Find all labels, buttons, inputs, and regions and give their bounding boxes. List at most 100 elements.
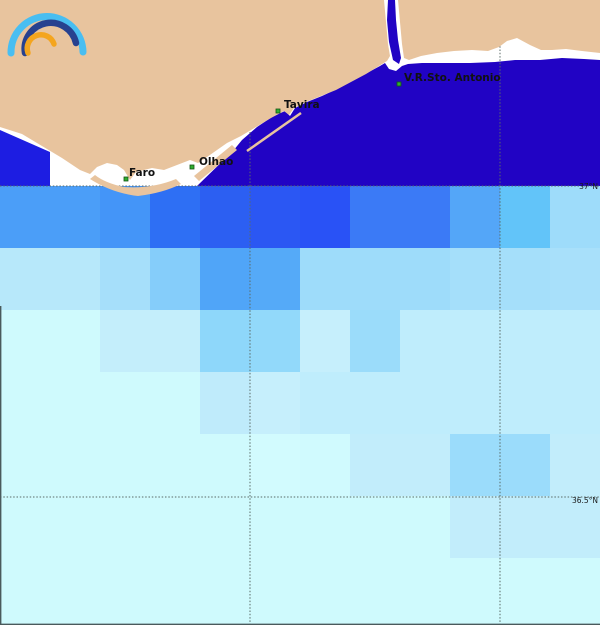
grid-cell[interactable]	[550, 496, 600, 558]
grid-cell[interactable]	[50, 434, 100, 496]
grid-cell[interactable]	[300, 310, 350, 372]
grid-cell[interactable]	[0, 186, 50, 248]
grid-cell[interactable]	[250, 248, 300, 310]
grid-cell[interactable]	[0, 434, 50, 496]
grid-cell[interactable]	[350, 186, 400, 248]
grid-cell[interactable]	[250, 372, 300, 434]
grid-cell[interactable]	[50, 558, 100, 625]
rainbow-logo	[7, 13, 87, 57]
city-marker-olhao[interactable]	[189, 164, 195, 170]
grid-cell[interactable]	[250, 186, 300, 248]
coastal-sea-band	[197, 58, 600, 186]
grid-cell[interactable]	[150, 434, 200, 496]
grid-cell[interactable]	[50, 496, 100, 558]
grid-cell[interactable]	[250, 434, 300, 496]
city-label-v-r-sto-antonio: V.R.Sto. Antonio	[404, 72, 501, 84]
grid-cell[interactable]	[100, 310, 150, 372]
grid-cell[interactable]	[500, 248, 550, 310]
grid-cell[interactable]	[50, 186, 100, 248]
grid-cell[interactable]	[150, 558, 200, 625]
grid-cell[interactable]	[150, 496, 200, 558]
city-marker-tavira[interactable]	[275, 108, 281, 114]
grid-cell[interactable]	[200, 434, 250, 496]
grid-cell[interactable]	[550, 372, 600, 434]
grid-cell[interactable]	[200, 372, 250, 434]
grid-cell[interactable]	[350, 496, 400, 558]
grid-cell[interactable]	[250, 310, 300, 372]
grid-cell[interactable]	[400, 558, 450, 625]
grid-cell[interactable]	[150, 186, 200, 248]
grid-cell[interactable]	[400, 372, 450, 434]
grid-cell[interactable]	[200, 496, 250, 558]
grid-cell[interactable]	[500, 558, 550, 625]
grid-cell[interactable]	[0, 372, 50, 434]
grid-cell[interactable]	[450, 496, 500, 558]
grid-cell[interactable]	[300, 372, 350, 434]
logo-arc-inner-icon	[24, 32, 57, 56]
grid-cell[interactable]	[350, 248, 400, 310]
grid-cell[interactable]	[300, 496, 350, 558]
grid-cell[interactable]	[0, 248, 50, 310]
grid-cell[interactable]	[100, 434, 150, 496]
grid-cell[interactable]	[400, 434, 450, 496]
grid-cell[interactable]	[450, 248, 500, 310]
latitude-labels: 37°N 36.5°N	[572, 182, 598, 505]
grid-cell[interactable]	[50, 310, 100, 372]
grid-cell[interactable]	[350, 558, 400, 625]
grid-cell[interactable]	[450, 310, 500, 372]
grid-cell[interactable]	[100, 248, 150, 310]
grid-cell-west-coastal[interactable]	[0, 130, 50, 186]
grid-cell[interactable]	[550, 558, 600, 625]
city-marker-faro[interactable]	[123, 176, 129, 182]
grid-cell[interactable]	[400, 496, 450, 558]
grid-cell[interactable]	[400, 310, 450, 372]
grid-cell[interactable]	[550, 186, 600, 248]
grid-cell[interactable]	[50, 372, 100, 434]
grid-cell[interactable]	[550, 248, 600, 310]
grid-cell[interactable]	[300, 186, 350, 248]
grid-cell[interactable]	[350, 310, 400, 372]
grid-cell[interactable]	[100, 496, 150, 558]
grid-cell[interactable]	[550, 434, 600, 496]
grid-cell[interactable]	[500, 434, 550, 496]
grid-cell[interactable]	[150, 310, 200, 372]
grid-cell[interactable]	[200, 558, 250, 625]
grid-cell[interactable]	[450, 372, 500, 434]
grid-cell[interactable]	[500, 372, 550, 434]
grid-cell[interactable]	[300, 248, 350, 310]
grid-cell[interactable]	[550, 310, 600, 372]
latitude-label: 37°N	[579, 182, 598, 191]
grid-cell[interactable]	[250, 558, 300, 625]
grid-cell[interactable]	[350, 434, 400, 496]
grid-cell[interactable]	[450, 434, 500, 496]
grid-cell[interactable]	[500, 310, 550, 372]
grid-cell[interactable]	[100, 186, 150, 248]
grid-cell[interactable]	[250, 496, 300, 558]
grid-cell[interactable]	[500, 186, 550, 248]
grid-cell[interactable]	[150, 372, 200, 434]
grid-cell[interactable]	[500, 496, 550, 558]
grid-cell[interactable]	[0, 310, 50, 372]
grid-cell[interactable]	[200, 310, 250, 372]
barrier-spit-east	[194, 145, 237, 181]
grid-cell[interactable]	[450, 558, 500, 625]
grid-cell[interactable]	[300, 558, 350, 625]
grid-cell[interactable]	[0, 496, 50, 558]
grid-cell[interactable]	[300, 434, 350, 496]
grid-cell[interactable]	[0, 558, 50, 625]
grid-cell[interactable]	[150, 248, 200, 310]
grid-cell[interactable]	[200, 186, 250, 248]
city-marker-v-r-sto-antonio[interactable]	[396, 81, 402, 87]
city-label-tavira: Tavira	[284, 99, 320, 111]
grid-cell[interactable]	[350, 372, 400, 434]
grid-cell[interactable]	[100, 372, 150, 434]
grid-cell[interactable]	[400, 248, 450, 310]
grid-cell[interactable]	[100, 558, 150, 625]
grid-cell[interactable]	[450, 186, 500, 248]
land-area	[0, 0, 600, 180]
grid-cell[interactable]	[200, 248, 250, 310]
grid-cell[interactable]	[400, 186, 450, 248]
grid-cell[interactable]	[50, 248, 100, 310]
lagoon-pocket-east	[504, 44, 537, 52]
